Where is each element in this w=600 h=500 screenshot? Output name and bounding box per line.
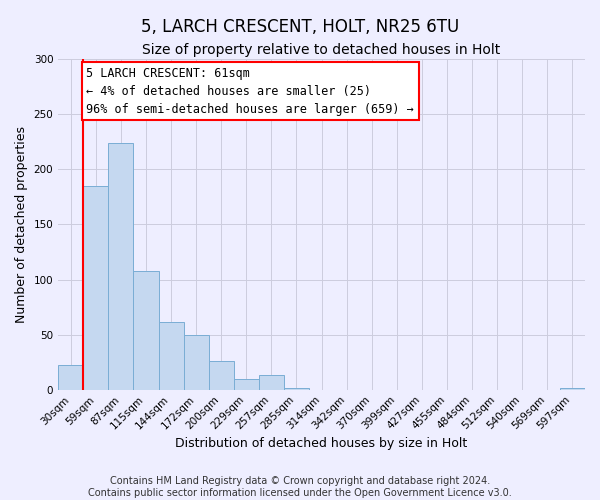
Y-axis label: Number of detached properties: Number of detached properties — [15, 126, 28, 323]
Bar — [184, 334, 209, 390]
Title: Size of property relative to detached houses in Holt: Size of property relative to detached ho… — [142, 42, 501, 56]
Bar — [58, 366, 83, 390]
Text: 5, LARCH CRESCENT, HOLT, NR25 6TU: 5, LARCH CRESCENT, HOLT, NR25 6TU — [141, 18, 459, 36]
Text: 5 LARCH CRESCENT: 61sqm
← 4% of detached houses are smaller (25)
96% of semi-det: 5 LARCH CRESCENT: 61sqm ← 4% of detached… — [86, 67, 414, 116]
X-axis label: Distribution of detached houses by size in Holt: Distribution of detached houses by size … — [175, 437, 468, 450]
Bar — [109, 143, 133, 390]
Bar — [259, 376, 284, 390]
Bar — [284, 388, 309, 390]
Bar — [560, 388, 585, 390]
Bar — [133, 270, 158, 390]
Bar — [158, 322, 184, 390]
Bar — [83, 186, 109, 390]
Bar — [209, 361, 234, 390]
Bar — [234, 378, 259, 390]
Text: Contains HM Land Registry data © Crown copyright and database right 2024.
Contai: Contains HM Land Registry data © Crown c… — [88, 476, 512, 498]
